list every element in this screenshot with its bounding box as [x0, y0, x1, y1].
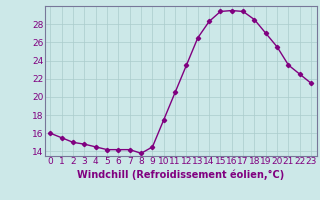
X-axis label: Windchill (Refroidissement éolien,°C): Windchill (Refroidissement éolien,°C) — [77, 169, 284, 180]
